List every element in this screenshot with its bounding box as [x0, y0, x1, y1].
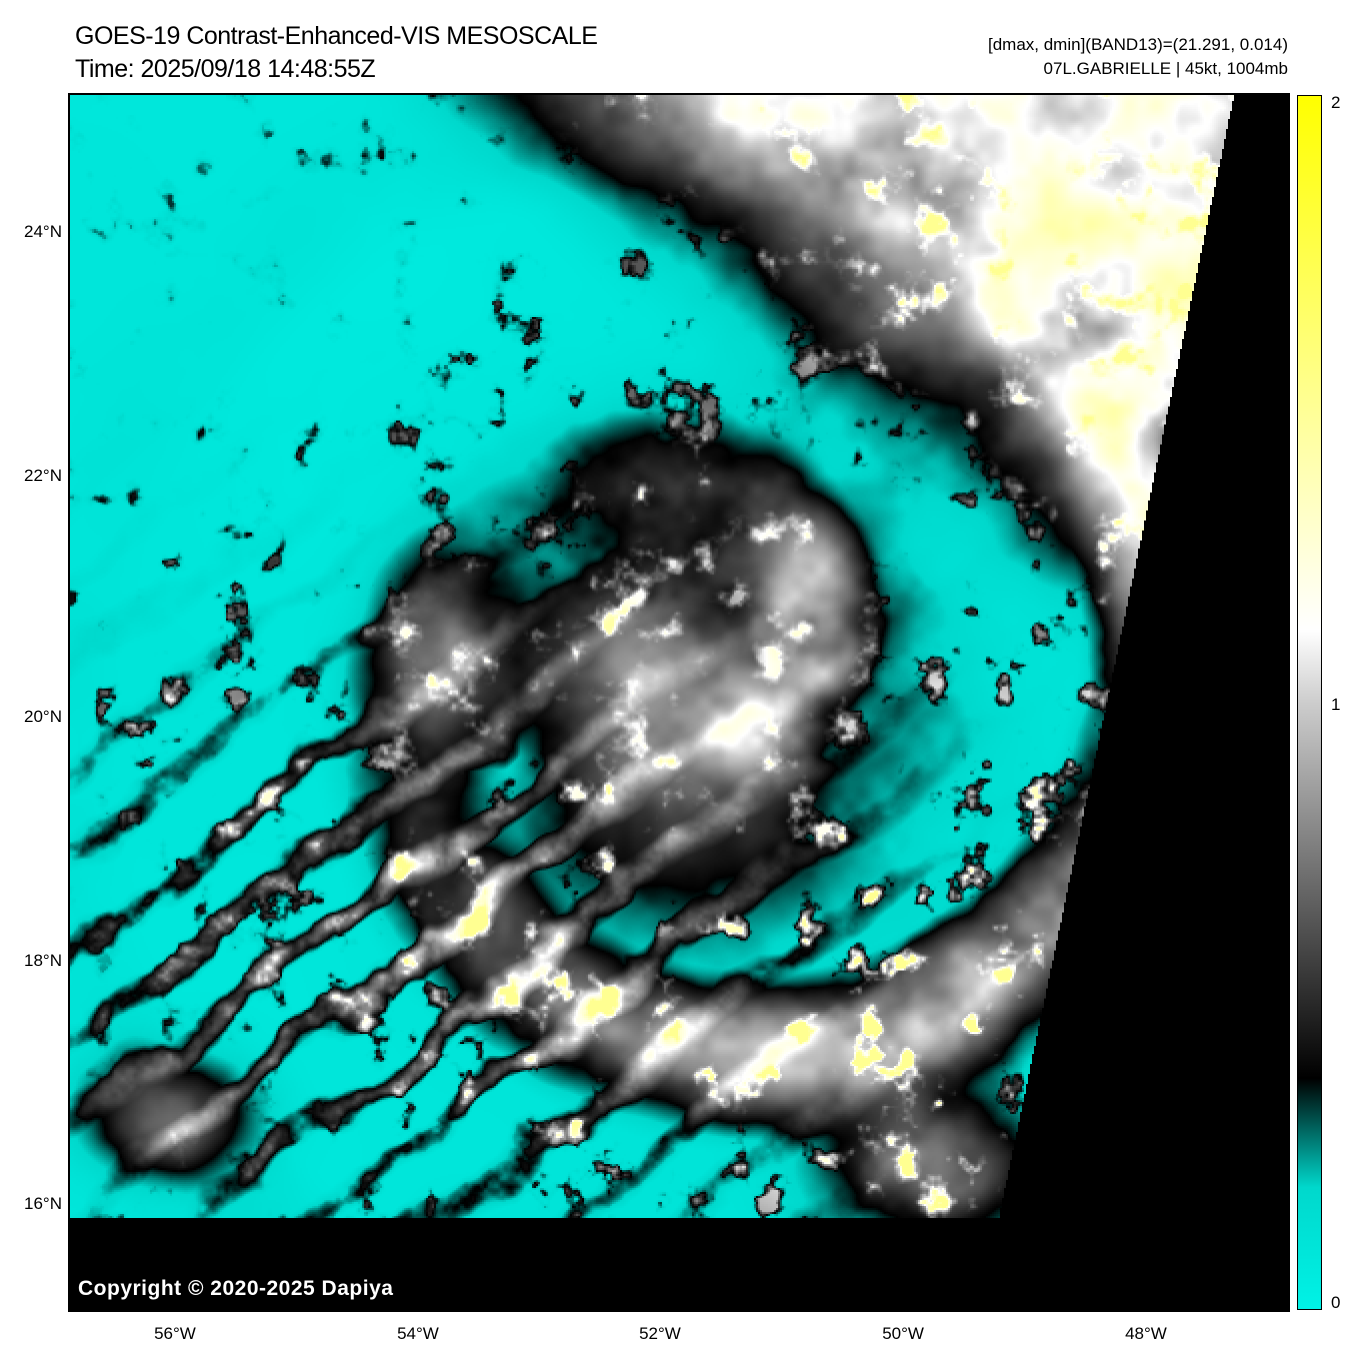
lon-tick-label: 50°W: [882, 1324, 924, 1343]
satellite-plot-area: Copyright © 2020-2025 Dapiya: [68, 93, 1290, 1312]
storm-designation: 07L.GABRIELLE | 45kt, 1004mb: [1043, 59, 1288, 78]
title-block: GOES-19 Contrast-Enhanced-VIS MESOSCALE …: [75, 20, 598, 86]
lat-tick-label: 22°N: [24, 465, 62, 485]
page-title: GOES-19 Contrast-Enhanced-VIS MESOSCALE: [75, 22, 598, 50]
colorbar-tick-label: 2: [1331, 92, 1341, 112]
lat-tick-label: 24°N: [24, 222, 62, 242]
lat-tick-label: 16°N: [24, 1194, 62, 1214]
timestamp: Time: 2025/09/18 14:48:55Z: [75, 55, 376, 83]
satellite-image: [70, 95, 1288, 1310]
lon-tick-label: 56°W: [154, 1324, 196, 1343]
colorbar: [1297, 95, 1322, 1310]
lat-tick-label: 20°N: [24, 707, 62, 727]
lat-tick-label: 18°N: [24, 951, 62, 971]
colorbar-tick-label: 1: [1331, 695, 1341, 715]
lon-tick-label: 52°W: [639, 1324, 681, 1343]
lon-tick-label: 48°W: [1125, 1324, 1167, 1343]
band-stats: [dmax, dmin](BAND13)=(21.291, 0.014): [987, 35, 1288, 54]
lon-tick-label: 54°W: [397, 1324, 439, 1343]
colorbar-tick-label: 0: [1331, 1292, 1341, 1312]
longitude-axis: 56°W 54°W 52°W 50°W 48°W: [70, 1324, 1288, 1350]
colorbar-ticks: 2 1 0: [1331, 92, 1361, 1312]
info-block: [dmax, dmin](BAND13)=(21.291, 0.014) 07L…: [988, 33, 1288, 81]
latitude-axis: 24°N 22°N 20°N 18°N 16°N: [0, 0, 62, 1359]
plot-frame: [68, 93, 1290, 1312]
copyright-watermark: Copyright © 2020-2025 Dapiya: [78, 1277, 394, 1300]
